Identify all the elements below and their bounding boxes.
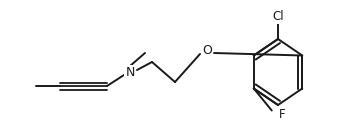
Text: Cl: Cl: [272, 10, 284, 24]
Text: F: F: [279, 108, 285, 121]
Text: O: O: [202, 44, 212, 56]
Text: N: N: [125, 66, 135, 78]
